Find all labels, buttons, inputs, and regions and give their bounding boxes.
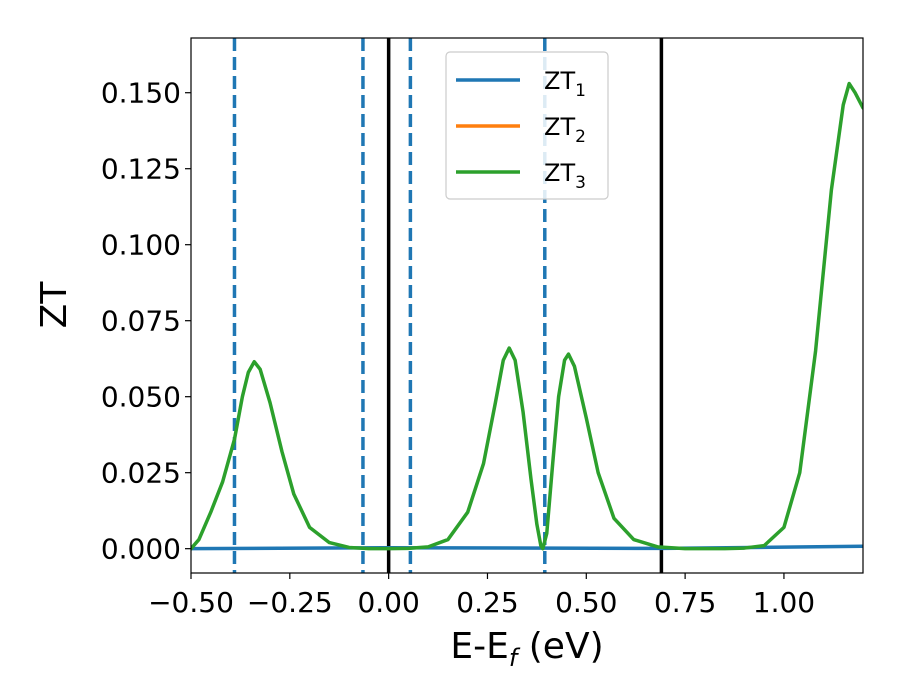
y-tick-label: 0.000 — [101, 533, 181, 566]
y-axis-label: ZT — [34, 281, 75, 329]
y-tick-label: 0.075 — [101, 305, 181, 338]
x-tick-label: −0.25 — [247, 586, 333, 619]
x-axis-label-main: E-E — [450, 626, 508, 667]
x-tick-label: 0.00 — [357, 586, 419, 619]
series-line-zt3 — [191, 81, 863, 551]
x-axis-label-tail: (eV) — [517, 626, 603, 667]
legend-box — [445, 51, 609, 200]
legend-label-zt1: ZT1 — [544, 67, 586, 101]
y-tick-label: 0.125 — [101, 153, 181, 186]
legend-label-zt3: ZT3 — [544, 159, 586, 193]
legend-label-zt2: ZT2 — [544, 113, 586, 147]
y-tick-label: 0.025 — [101, 457, 181, 490]
x-tick-label: 0.50 — [555, 586, 617, 619]
y-tick-label: 0.100 — [101, 229, 181, 262]
y-tick-label: 0.150 — [101, 77, 181, 110]
x-tick-label: 1.00 — [753, 586, 815, 619]
legend: ZT1 ZT2 ZT3 — [445, 51, 609, 200]
plot-area — [191, 38, 863, 573]
x-tick-label: 0.75 — [654, 586, 716, 619]
x-tick-label: −0.50 — [148, 586, 234, 619]
axes-frame — [190, 37, 864, 574]
y-tick-label: 0.050 — [101, 381, 181, 414]
x-axis-label: E-Ef (eV) — [450, 626, 603, 672]
x-tick-label: 0.25 — [456, 586, 518, 619]
axes: −0.50 −0.25 0.00 0.25 0.50 0.75 1.00 0.000 0.025… — [101, 37, 864, 619]
